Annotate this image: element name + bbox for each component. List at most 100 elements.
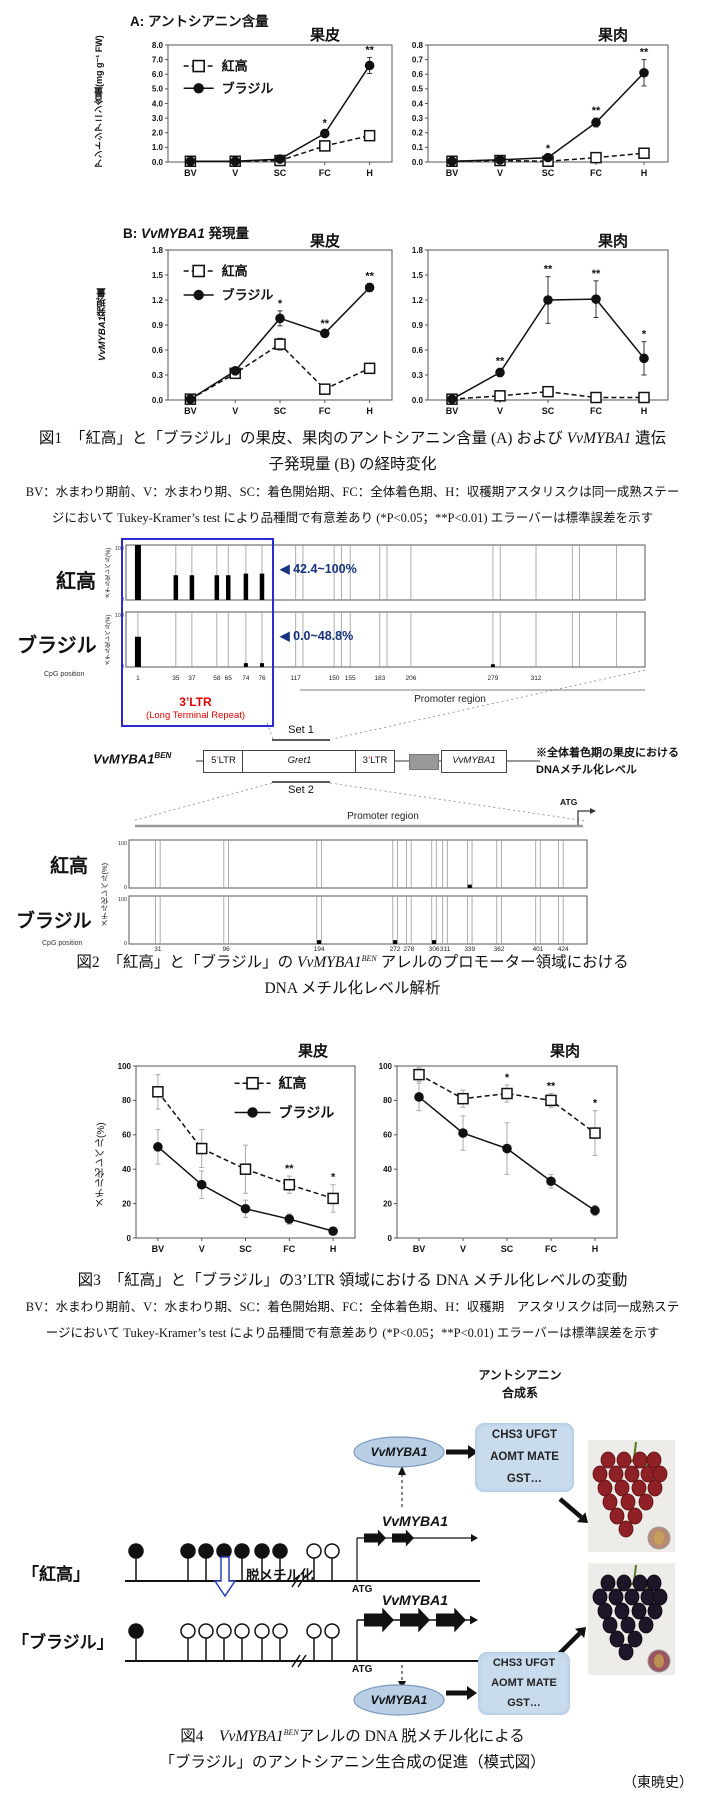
fig2-top-row1-label: 紅高 — [56, 571, 96, 593]
svg-text:**: ** — [365, 270, 374, 282]
fig1a-flesh-title: 果肉 — [598, 27, 629, 44]
svg-text:0: 0 — [124, 941, 127, 947]
svg-text:206: 206 — [406, 675, 417, 682]
pathway-label-line2: 合成系 — [501, 1386, 538, 1400]
svg-text:65: 65 — [225, 675, 233, 682]
svg-text:V: V — [497, 406, 503, 416]
svg-text:V: V — [232, 168, 238, 178]
svg-text:20: 20 — [122, 1199, 131, 1208]
pathway-label-line1: アントシアニン — [478, 1368, 562, 1382]
svg-text:76: 76 — [258, 675, 266, 682]
svg-text:40: 40 — [383, 1165, 392, 1174]
svg-text:SC: SC — [542, 168, 555, 178]
fig3-skin-title: 果皮 — [298, 1043, 329, 1060]
svg-text:0.6: 0.6 — [412, 346, 424, 355]
fig1-note2: ジにおいて Tukey-Kramer’s test により品種間で有意差あり (… — [51, 511, 654, 525]
allele-name-label: VvMYBA1BEN — [93, 751, 172, 767]
svg-text:362: 362 — [494, 946, 505, 953]
svg-text:1.5: 1.5 — [152, 271, 164, 280]
atg-label-brazil: ATG — [352, 1664, 373, 1675]
set2-label: Set 2 — [288, 784, 314, 796]
svg-text:194: 194 — [314, 946, 325, 953]
svg-text:ブラジル: ブラジル — [279, 1104, 335, 1120]
fig2-methylation-graphic: 100 0 100 0 1 35 37 58 65 74 76 117 150 155 183 206 279 3… — [115, 544, 646, 953]
svg-text:*: * — [642, 329, 647, 341]
svg-text:0.0: 0.0 — [152, 158, 164, 167]
fig3-caption: 図3 「紅高」と「ブラジル」の3’LTR 領域における DNA メチル化レベルの… — [77, 1272, 628, 1289]
svg-text:**: ** — [547, 1081, 556, 1093]
svg-text:4.0: 4.0 — [152, 99, 164, 108]
svg-text:H: H — [330, 1244, 337, 1254]
svg-text:1: 1 — [136, 675, 140, 682]
atg-label-benitaka: ATG — [352, 1584, 373, 1595]
svg-text:31: 31 — [154, 946, 162, 953]
svg-text:**: ** — [592, 268, 601, 280]
fig4-schematic-graphic — [125, 1436, 675, 1716]
svg-text:0.5: 0.5 — [412, 85, 424, 94]
svg-text:312: 312 — [531, 675, 542, 682]
fig2-bottom-ylabel: メチル化レベル(%) — [100, 862, 109, 928]
svg-text:BV: BV — [413, 1244, 426, 1254]
fig2-caption-line1: 図2 「紅高」と「ブラジル」の VvMYBA1BEN アレルのプロモーター領域に… — [76, 953, 629, 971]
demethylation-label: 脱メチル化 — [246, 1568, 314, 1583]
fig1b-flesh-title: 果肉 — [598, 233, 629, 250]
fig2-atg-label: ATG — [560, 797, 578, 807]
svg-text:1.0: 1.0 — [152, 143, 164, 152]
svg-text:ブラジル: ブラジル — [222, 81, 274, 96]
svg-text:339: 339 — [464, 946, 475, 953]
ltr-region-highlight-box — [121, 538, 274, 727]
box-3ltr: 3’LTR — [355, 750, 395, 773]
svg-text:2.0: 2.0 — [152, 129, 164, 138]
svg-text:35: 35 — [172, 675, 180, 682]
gene-label-brazil: VvMYBA1 — [381, 1592, 449, 1608]
svg-text:V: V — [497, 168, 503, 178]
svg-text:100: 100 — [118, 841, 127, 847]
author-credit: （東暁史） — [623, 1776, 693, 1791]
svg-text:0.4: 0.4 — [412, 99, 424, 108]
fig2-schematic-note: ※全体着色期の果皮における DNAメチル化レベル — [536, 747, 679, 776]
gene-name: VvMYBA1 — [297, 954, 362, 971]
svg-text:*: * — [546, 143, 551, 155]
svg-text:80: 80 — [383, 1096, 392, 1105]
svg-text:*: * — [323, 118, 328, 130]
chart-fig1b-flesh: 0.00.30.60.91.21.51.8BV V SC FC H**** *** — [412, 246, 669, 416]
fig1b-skin-title: 果皮 — [310, 233, 341, 250]
fig1-note1: BV：水まわり期前、V：水まわり期、SC：着色開始期、FC：全体着色期、H：収穫… — [25, 485, 680, 499]
svg-text:3.0: 3.0 — [152, 114, 164, 123]
svg-text:FC: FC — [319, 168, 331, 178]
svg-text:SC: SC — [274, 406, 287, 416]
svg-text:1.5: 1.5 — [412, 271, 424, 280]
box-vvmyba1: VvMYBA1 — [441, 750, 507, 773]
svg-text:5.0: 5.0 — [152, 85, 164, 94]
svg-text:*: * — [331, 1172, 336, 1184]
svg-text:100: 100 — [379, 1062, 393, 1071]
svg-text:1.2: 1.2 — [152, 296, 164, 305]
svg-text:**: ** — [321, 318, 330, 330]
svg-text:0.0: 0.0 — [412, 396, 424, 405]
svg-text:H: H — [366, 168, 373, 178]
promoter-segment-box — [409, 754, 439, 770]
svg-text:紅高: 紅高 — [279, 1075, 307, 1091]
svg-text:**: ** — [544, 264, 553, 276]
svg-text:FC: FC — [590, 406, 602, 416]
svg-text:183: 183 — [374, 675, 385, 682]
svg-text:**: ** — [592, 105, 601, 117]
methylation-range-benitaka: ◀ 42.4~100% — [280, 562, 357, 576]
svg-text:6.0: 6.0 — [152, 70, 164, 79]
svg-text:0: 0 — [127, 1234, 132, 1243]
svg-text:H: H — [641, 406, 648, 416]
svg-text:60: 60 — [122, 1131, 131, 1140]
svg-text:**: ** — [496, 355, 505, 367]
gene-name: VvMYBA1 — [219, 1728, 284, 1745]
box-5ltr: 5’LTR — [203, 750, 244, 773]
svg-text:117: 117 — [291, 675, 302, 682]
fig1a-ylabel: アントシアニン含量(mg g⁻¹ FW) — [94, 35, 104, 168]
fig1-section-a-title: A: アントシアニン含量 — [130, 14, 269, 29]
svg-text:V: V — [460, 1244, 466, 1254]
svg-text:306: 306 — [429, 946, 440, 953]
svg-text:*: * — [593, 1098, 598, 1110]
